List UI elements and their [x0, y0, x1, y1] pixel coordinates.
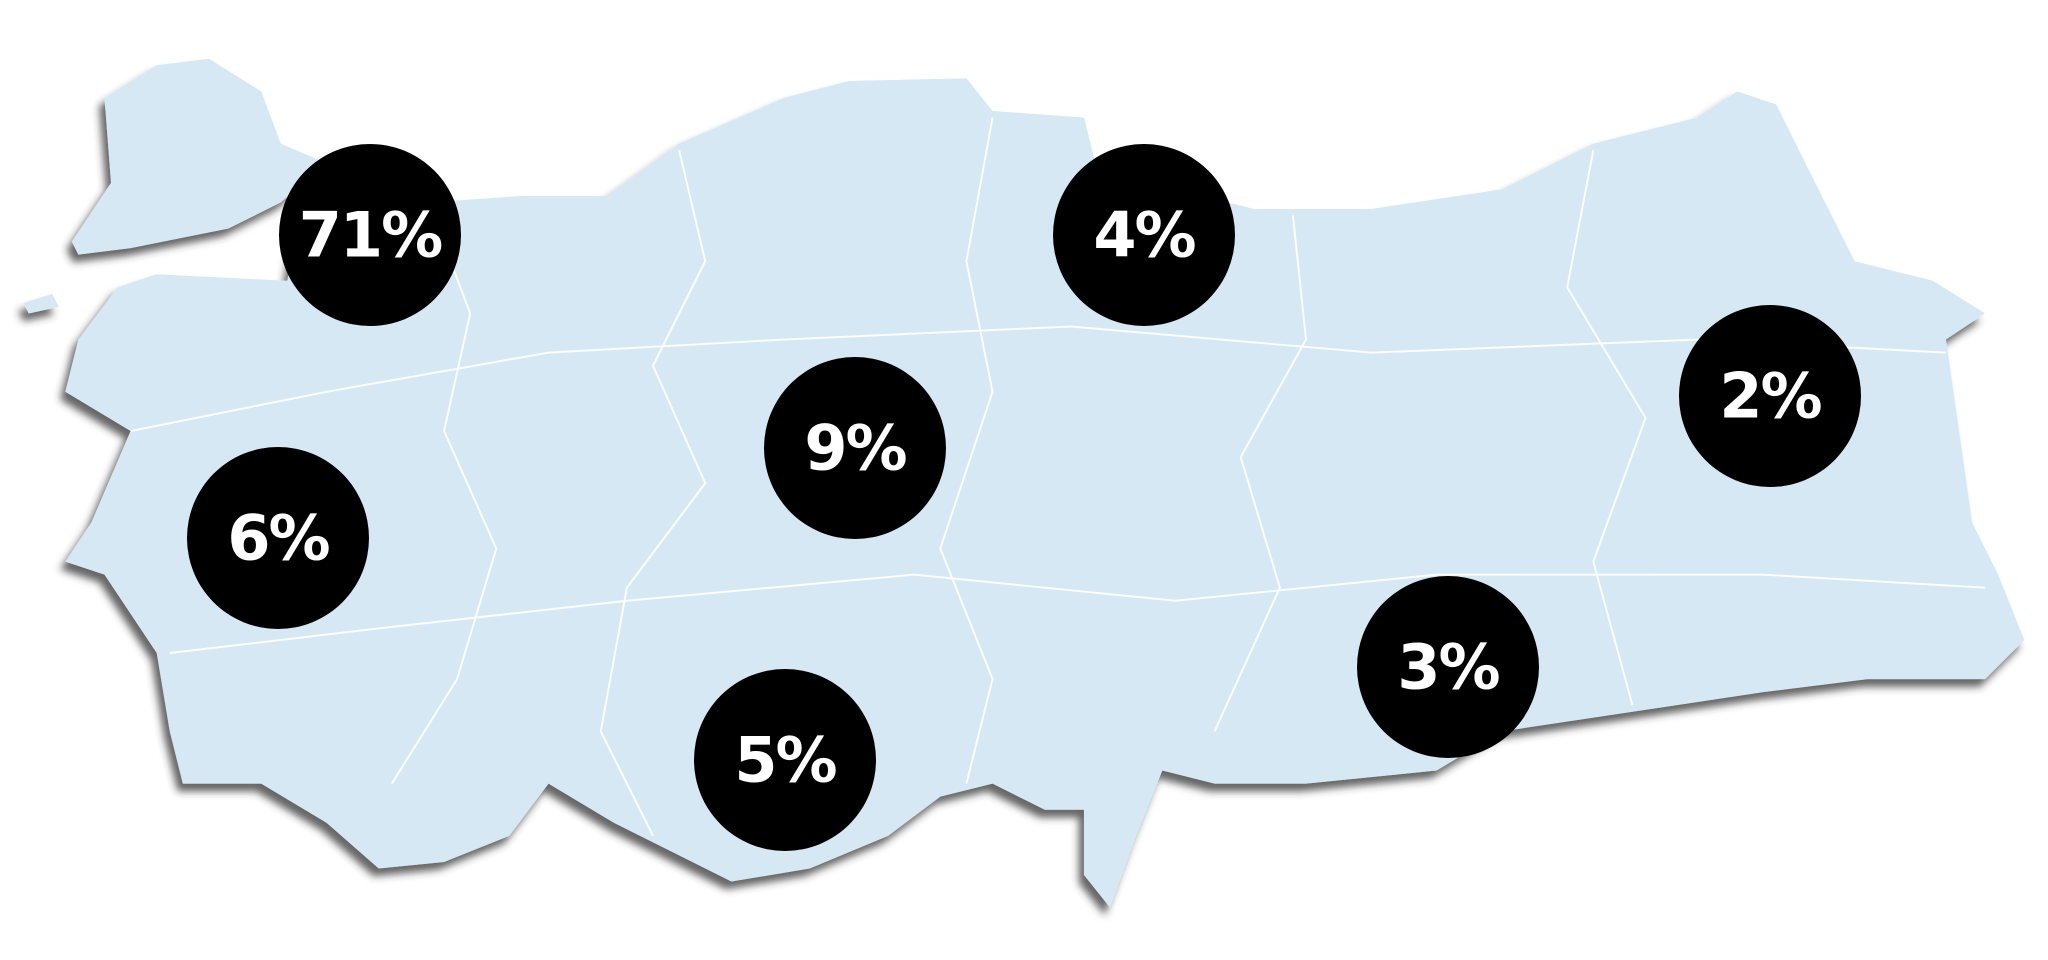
thrace [71, 58, 327, 255]
marker: 3% [1357, 576, 1539, 758]
marker-label: 6% [227, 502, 329, 575]
marker-label: 5% [734, 724, 836, 797]
marker-label: 71% [299, 199, 442, 272]
marker: 6% [187, 447, 369, 629]
marker-circle [1357, 576, 1539, 758]
marker-circle [764, 357, 946, 539]
marker: 2% [1679, 305, 1861, 487]
marker-circle [279, 144, 461, 326]
turkey-outline [23, 58, 2025, 908]
marker: 5% [694, 669, 876, 851]
marker: 71% [279, 144, 461, 326]
marker-circle [187, 447, 369, 629]
marker-circle [1679, 305, 1861, 487]
marker-label: 3% [1397, 631, 1499, 704]
marker: 4% [1053, 144, 1235, 326]
marker: 9% [764, 357, 946, 539]
marker-circle [1053, 144, 1235, 326]
province-borders [130, 117, 1986, 837]
marker-label: 9% [804, 412, 906, 485]
anatolia [65, 78, 2025, 908]
marker-label: 2% [1719, 360, 1821, 433]
marker-circle [694, 669, 876, 851]
island [23, 293, 59, 314]
marker-label: 4% [1093, 199, 1195, 272]
